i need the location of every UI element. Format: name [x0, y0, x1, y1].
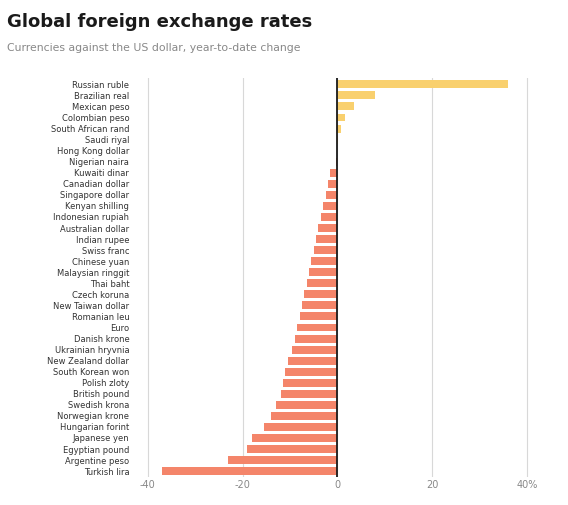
Bar: [337, 91, 375, 99]
Bar: [325, 191, 337, 199]
Bar: [285, 368, 337, 376]
Bar: [337, 125, 341, 132]
Bar: [302, 301, 337, 310]
Bar: [297, 324, 337, 331]
Bar: [264, 423, 337, 431]
Bar: [336, 146, 337, 155]
Text: Currencies against the US dollar, year-to-date change: Currencies against the US dollar, year-t…: [7, 43, 300, 53]
Bar: [336, 158, 337, 166]
Bar: [299, 313, 337, 320]
Bar: [309, 268, 337, 276]
Bar: [304, 290, 337, 298]
Bar: [337, 114, 345, 122]
Bar: [323, 202, 337, 210]
Bar: [247, 445, 337, 453]
Bar: [307, 279, 337, 287]
Bar: [283, 379, 337, 387]
Bar: [319, 224, 337, 232]
Bar: [287, 357, 337, 365]
Bar: [316, 235, 337, 243]
Bar: [276, 401, 337, 409]
Bar: [162, 467, 337, 475]
Bar: [337, 103, 354, 111]
Bar: [295, 334, 337, 342]
Bar: [281, 390, 337, 398]
Bar: [271, 412, 337, 420]
Bar: [293, 345, 337, 353]
Bar: [328, 180, 337, 188]
Bar: [314, 246, 337, 254]
Bar: [337, 80, 508, 88]
Bar: [252, 434, 337, 442]
Text: Global foreign exchange rates: Global foreign exchange rates: [7, 13, 312, 31]
Bar: [311, 257, 337, 265]
Bar: [331, 169, 337, 177]
Bar: [228, 456, 337, 464]
Bar: [321, 213, 337, 221]
